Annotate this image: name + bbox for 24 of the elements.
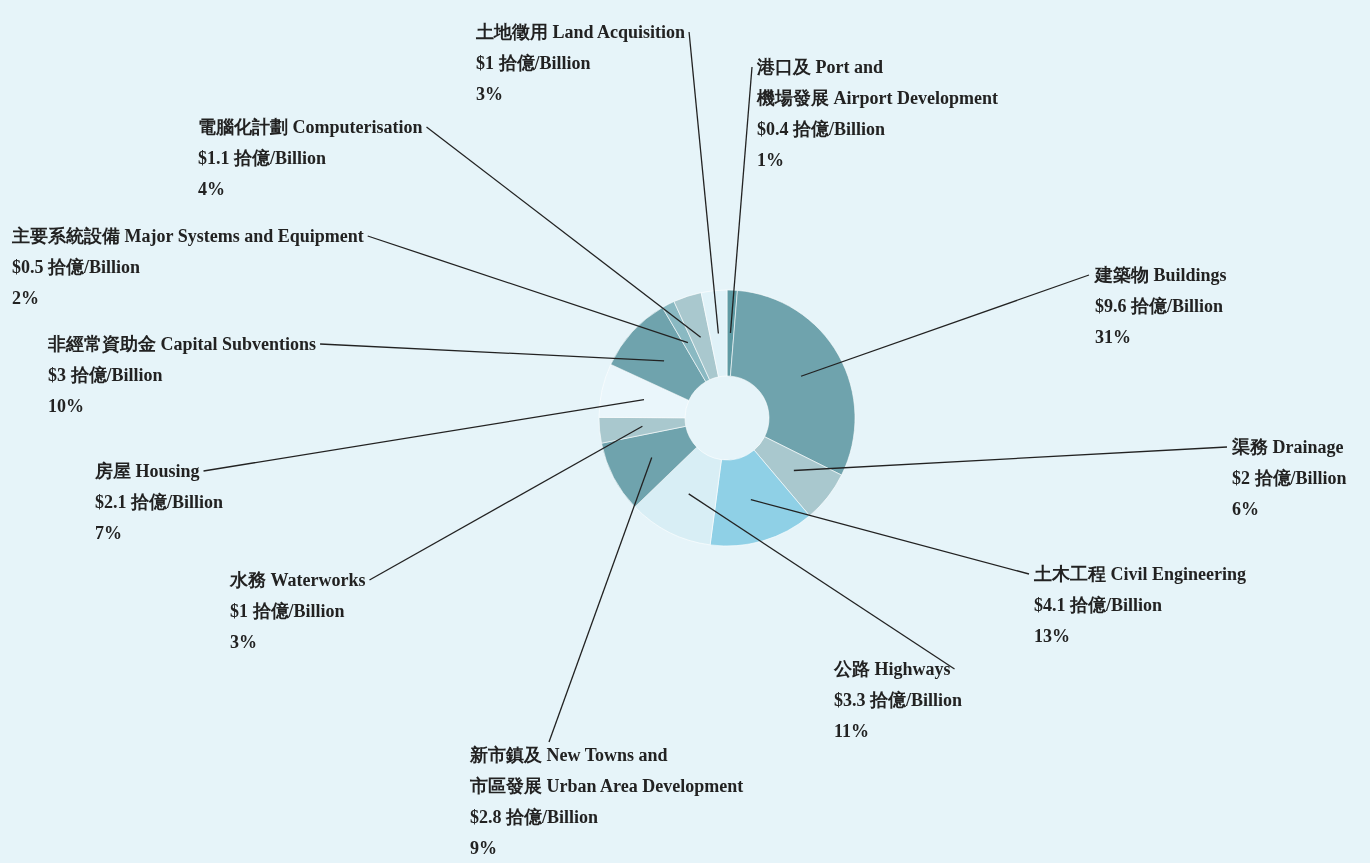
slice-label: 港口及 Port and 機場發展 Airport Development xyxy=(756,57,998,108)
data-label: $4.1 拾億/Billion 13% xyxy=(1034,595,1163,646)
data-label: $2.1 拾億/Billion 7% xyxy=(95,492,224,543)
slice-label: 非經常資助金 Capital Subventions xyxy=(47,334,317,354)
slice-label: 新市鎮及 New Towns and 市區發展 Urban Area Development xyxy=(469,745,744,796)
slice-label: 建築物 Buildings xyxy=(1093,265,1227,285)
data-label: $0.5 拾億/Billion 2% xyxy=(12,257,141,308)
data-label: $3.3 拾億/Billion 11% xyxy=(834,690,963,741)
slice-label: 公路 Highways xyxy=(833,659,951,679)
data-label: $3 拾億/Billion 10% xyxy=(48,365,163,416)
slice-label: 渠務 Drainage xyxy=(1231,437,1344,457)
slice-label: 土地徵用 Land Acquisition xyxy=(475,22,686,42)
data-label: $2 拾億/Billion 6% xyxy=(1232,468,1347,519)
data-label: $2.8 拾億/Billion 9% xyxy=(470,807,599,858)
data-label: $0.4 拾億/Billion 1% xyxy=(757,119,886,170)
slice-label: 水務 Waterworks xyxy=(229,570,366,590)
slice-label: 房屋 Housing xyxy=(94,461,200,481)
slice-label: 主要系統設備 Major Systems and Equipment xyxy=(11,226,364,246)
data-label: $9.6 拾億/Billion 31% xyxy=(1095,296,1224,347)
data-label: $1 拾億/Billion 3% xyxy=(476,53,591,104)
slice-label: 土木工程 Civil Engineering xyxy=(1033,564,1247,584)
data-label: $1.1 拾億/Billion 4% xyxy=(198,148,327,199)
data-label: $1 拾億/Billion 3% xyxy=(230,601,345,652)
slice-label: 電腦化計劃 Computerisation xyxy=(198,117,423,137)
